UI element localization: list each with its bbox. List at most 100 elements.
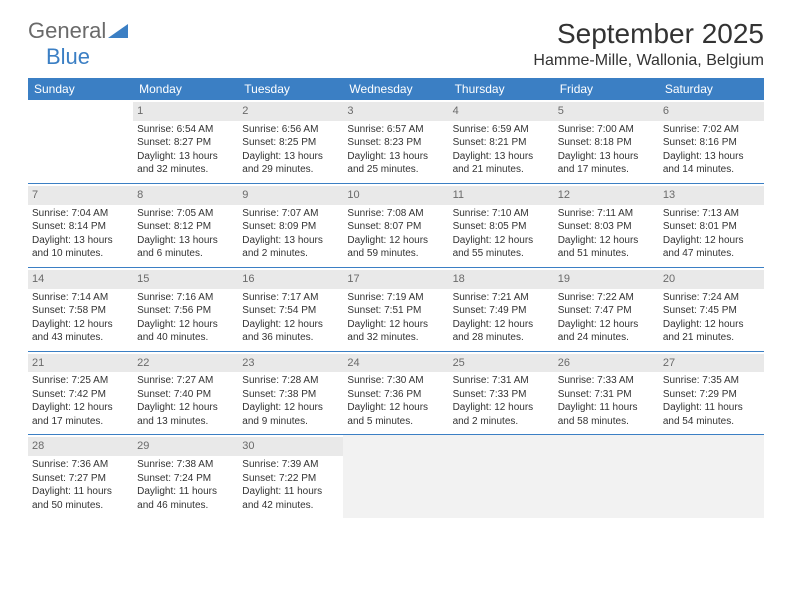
daylight-line-1: Daylight: 12 hours	[453, 234, 550, 248]
daylight-line-2: and 10 minutes.	[32, 247, 129, 261]
daylight-line-2: and 6 minutes.	[137, 247, 234, 261]
daylight-line-2: and 55 minutes.	[453, 247, 550, 261]
daylight-line-1: Daylight: 12 hours	[32, 401, 129, 415]
calendar-cell: 27Sunrise: 7:35 AMSunset: 7:29 PMDayligh…	[659, 351, 764, 435]
sunrise-line: Sunrise: 7:08 AM	[347, 207, 444, 221]
col-friday: Friday	[554, 78, 659, 100]
daylight-line-2: and 47 minutes.	[663, 247, 760, 261]
calendar-table: Sunday Monday Tuesday Wednesday Thursday…	[28, 78, 764, 518]
day-number: 1	[133, 102, 238, 121]
calendar-row: 21Sunrise: 7:25 AMSunset: 7:42 PMDayligh…	[28, 351, 764, 435]
sunrise-line: Sunrise: 7:00 AM	[558, 123, 655, 137]
calendar-cell: 30Sunrise: 7:39 AMSunset: 7:22 PMDayligh…	[238, 435, 343, 518]
sunrise-line: Sunrise: 7:31 AM	[453, 374, 550, 388]
daylight-line-2: and 29 minutes.	[242, 163, 339, 177]
day-number: 11	[449, 186, 554, 205]
calendar-cell: 21Sunrise: 7:25 AMSunset: 7:42 PMDayligh…	[28, 351, 133, 435]
daylight-line-2: and 17 minutes.	[32, 415, 129, 429]
sunrise-line: Sunrise: 7:22 AM	[558, 291, 655, 305]
daylight-line-1: Daylight: 12 hours	[347, 401, 444, 415]
daylight-line-2: and 42 minutes.	[242, 499, 339, 513]
sunset-line: Sunset: 7:47 PM	[558, 304, 655, 318]
daylight-line-2: and 28 minutes.	[453, 331, 550, 345]
daylight-line-1: Daylight: 12 hours	[453, 401, 550, 415]
day-number: 12	[554, 186, 659, 205]
sunrise-line: Sunrise: 7:21 AM	[453, 291, 550, 305]
logo-word-1: General	[28, 18, 106, 43]
sunset-line: Sunset: 7:42 PM	[32, 388, 129, 402]
day-number: 3	[343, 102, 448, 121]
sunset-line: Sunset: 8:05 PM	[453, 220, 550, 234]
day-number: 25	[449, 354, 554, 373]
day-number: 29	[133, 437, 238, 456]
day-number: 6	[659, 102, 764, 121]
calendar-cell: 11Sunrise: 7:10 AMSunset: 8:05 PMDayligh…	[449, 183, 554, 267]
day-number: 5	[554, 102, 659, 121]
col-wednesday: Wednesday	[343, 78, 448, 100]
calendar-cell: 9Sunrise: 7:07 AMSunset: 8:09 PMDaylight…	[238, 183, 343, 267]
sunset-line: Sunset: 7:54 PM	[242, 304, 339, 318]
calendar-row: 7Sunrise: 7:04 AMSunset: 8:14 PMDaylight…	[28, 183, 764, 267]
calendar-cell: 13Sunrise: 7:13 AMSunset: 8:01 PMDayligh…	[659, 183, 764, 267]
col-sunday: Sunday	[28, 78, 133, 100]
daylight-line-1: Daylight: 12 hours	[137, 401, 234, 415]
calendar-cell: 4Sunrise: 6:59 AMSunset: 8:21 PMDaylight…	[449, 100, 554, 183]
sunset-line: Sunset: 7:49 PM	[453, 304, 550, 318]
daylight-line-2: and 9 minutes.	[242, 415, 339, 429]
day-number: 30	[238, 437, 343, 456]
daylight-line-2: and 21 minutes.	[453, 163, 550, 177]
sunset-line: Sunset: 7:22 PM	[242, 472, 339, 486]
daylight-line-2: and 32 minutes.	[347, 331, 444, 345]
logo-word-2: Blue	[46, 44, 90, 69]
calendar-cell: 14Sunrise: 7:14 AMSunset: 7:58 PMDayligh…	[28, 267, 133, 351]
sunset-line: Sunset: 8:18 PM	[558, 136, 655, 150]
calendar-cell: 25Sunrise: 7:31 AMSunset: 7:33 PMDayligh…	[449, 351, 554, 435]
calendar-cell: 26Sunrise: 7:33 AMSunset: 7:31 PMDayligh…	[554, 351, 659, 435]
calendar-cell: 23Sunrise: 7:28 AMSunset: 7:38 PMDayligh…	[238, 351, 343, 435]
day-number: 19	[554, 270, 659, 289]
sunrise-line: Sunrise: 7:33 AM	[558, 374, 655, 388]
daylight-line-2: and 40 minutes.	[137, 331, 234, 345]
weekday-header-row: Sunday Monday Tuesday Wednesday Thursday…	[28, 78, 764, 100]
sunrise-line: Sunrise: 7:19 AM	[347, 291, 444, 305]
daylight-line-1: Daylight: 13 hours	[558, 150, 655, 164]
daylight-line-2: and 2 minutes.	[242, 247, 339, 261]
day-number: 10	[343, 186, 448, 205]
daylight-line-1: Daylight: 12 hours	[453, 318, 550, 332]
day-number: 2	[238, 102, 343, 121]
daylight-line-1: Daylight: 11 hours	[242, 485, 339, 499]
calendar-cell: 7Sunrise: 7:04 AMSunset: 8:14 PMDaylight…	[28, 183, 133, 267]
sunrise-line: Sunrise: 7:28 AM	[242, 374, 339, 388]
sunrise-line: Sunrise: 7:16 AM	[137, 291, 234, 305]
daylight-line-1: Daylight: 12 hours	[347, 234, 444, 248]
daylight-line-1: Daylight: 13 hours	[32, 234, 129, 248]
calendar-cell: 18Sunrise: 7:21 AMSunset: 7:49 PMDayligh…	[449, 267, 554, 351]
calendar-cell: 8Sunrise: 7:05 AMSunset: 8:12 PMDaylight…	[133, 183, 238, 267]
daylight-line-2: and 58 minutes.	[558, 415, 655, 429]
daylight-line-1: Daylight: 11 hours	[663, 401, 760, 415]
daylight-line-2: and 24 minutes.	[558, 331, 655, 345]
day-number: 7	[28, 186, 133, 205]
daylight-line-2: and 17 minutes.	[558, 163, 655, 177]
location: Hamme-Mille, Wallonia, Belgium	[533, 52, 764, 70]
daylight-line-2: and 50 minutes.	[32, 499, 129, 513]
sunset-line: Sunset: 7:58 PM	[32, 304, 129, 318]
sunrise-line: Sunrise: 6:59 AM	[453, 123, 550, 137]
daylight-line-2: and 14 minutes.	[663, 163, 760, 177]
col-monday: Monday	[133, 78, 238, 100]
sunset-line: Sunset: 8:16 PM	[663, 136, 760, 150]
calendar-cell: 29Sunrise: 7:38 AMSunset: 7:24 PMDayligh…	[133, 435, 238, 518]
logo-triangle-icon	[108, 22, 128, 38]
calendar-cell	[28, 100, 133, 183]
daylight-line-2: and 5 minutes.	[347, 415, 444, 429]
sunset-line: Sunset: 8:01 PM	[663, 220, 760, 234]
sunset-line: Sunset: 7:36 PM	[347, 388, 444, 402]
day-number: 13	[659, 186, 764, 205]
daylight-line-1: Daylight: 13 hours	[137, 234, 234, 248]
daylight-line-2: and 54 minutes.	[663, 415, 760, 429]
daylight-line-1: Daylight: 11 hours	[32, 485, 129, 499]
sunset-line: Sunset: 7:51 PM	[347, 304, 444, 318]
sunset-line: Sunset: 8:12 PM	[137, 220, 234, 234]
day-number: 27	[659, 354, 764, 373]
daylight-line-2: and 46 minutes.	[137, 499, 234, 513]
